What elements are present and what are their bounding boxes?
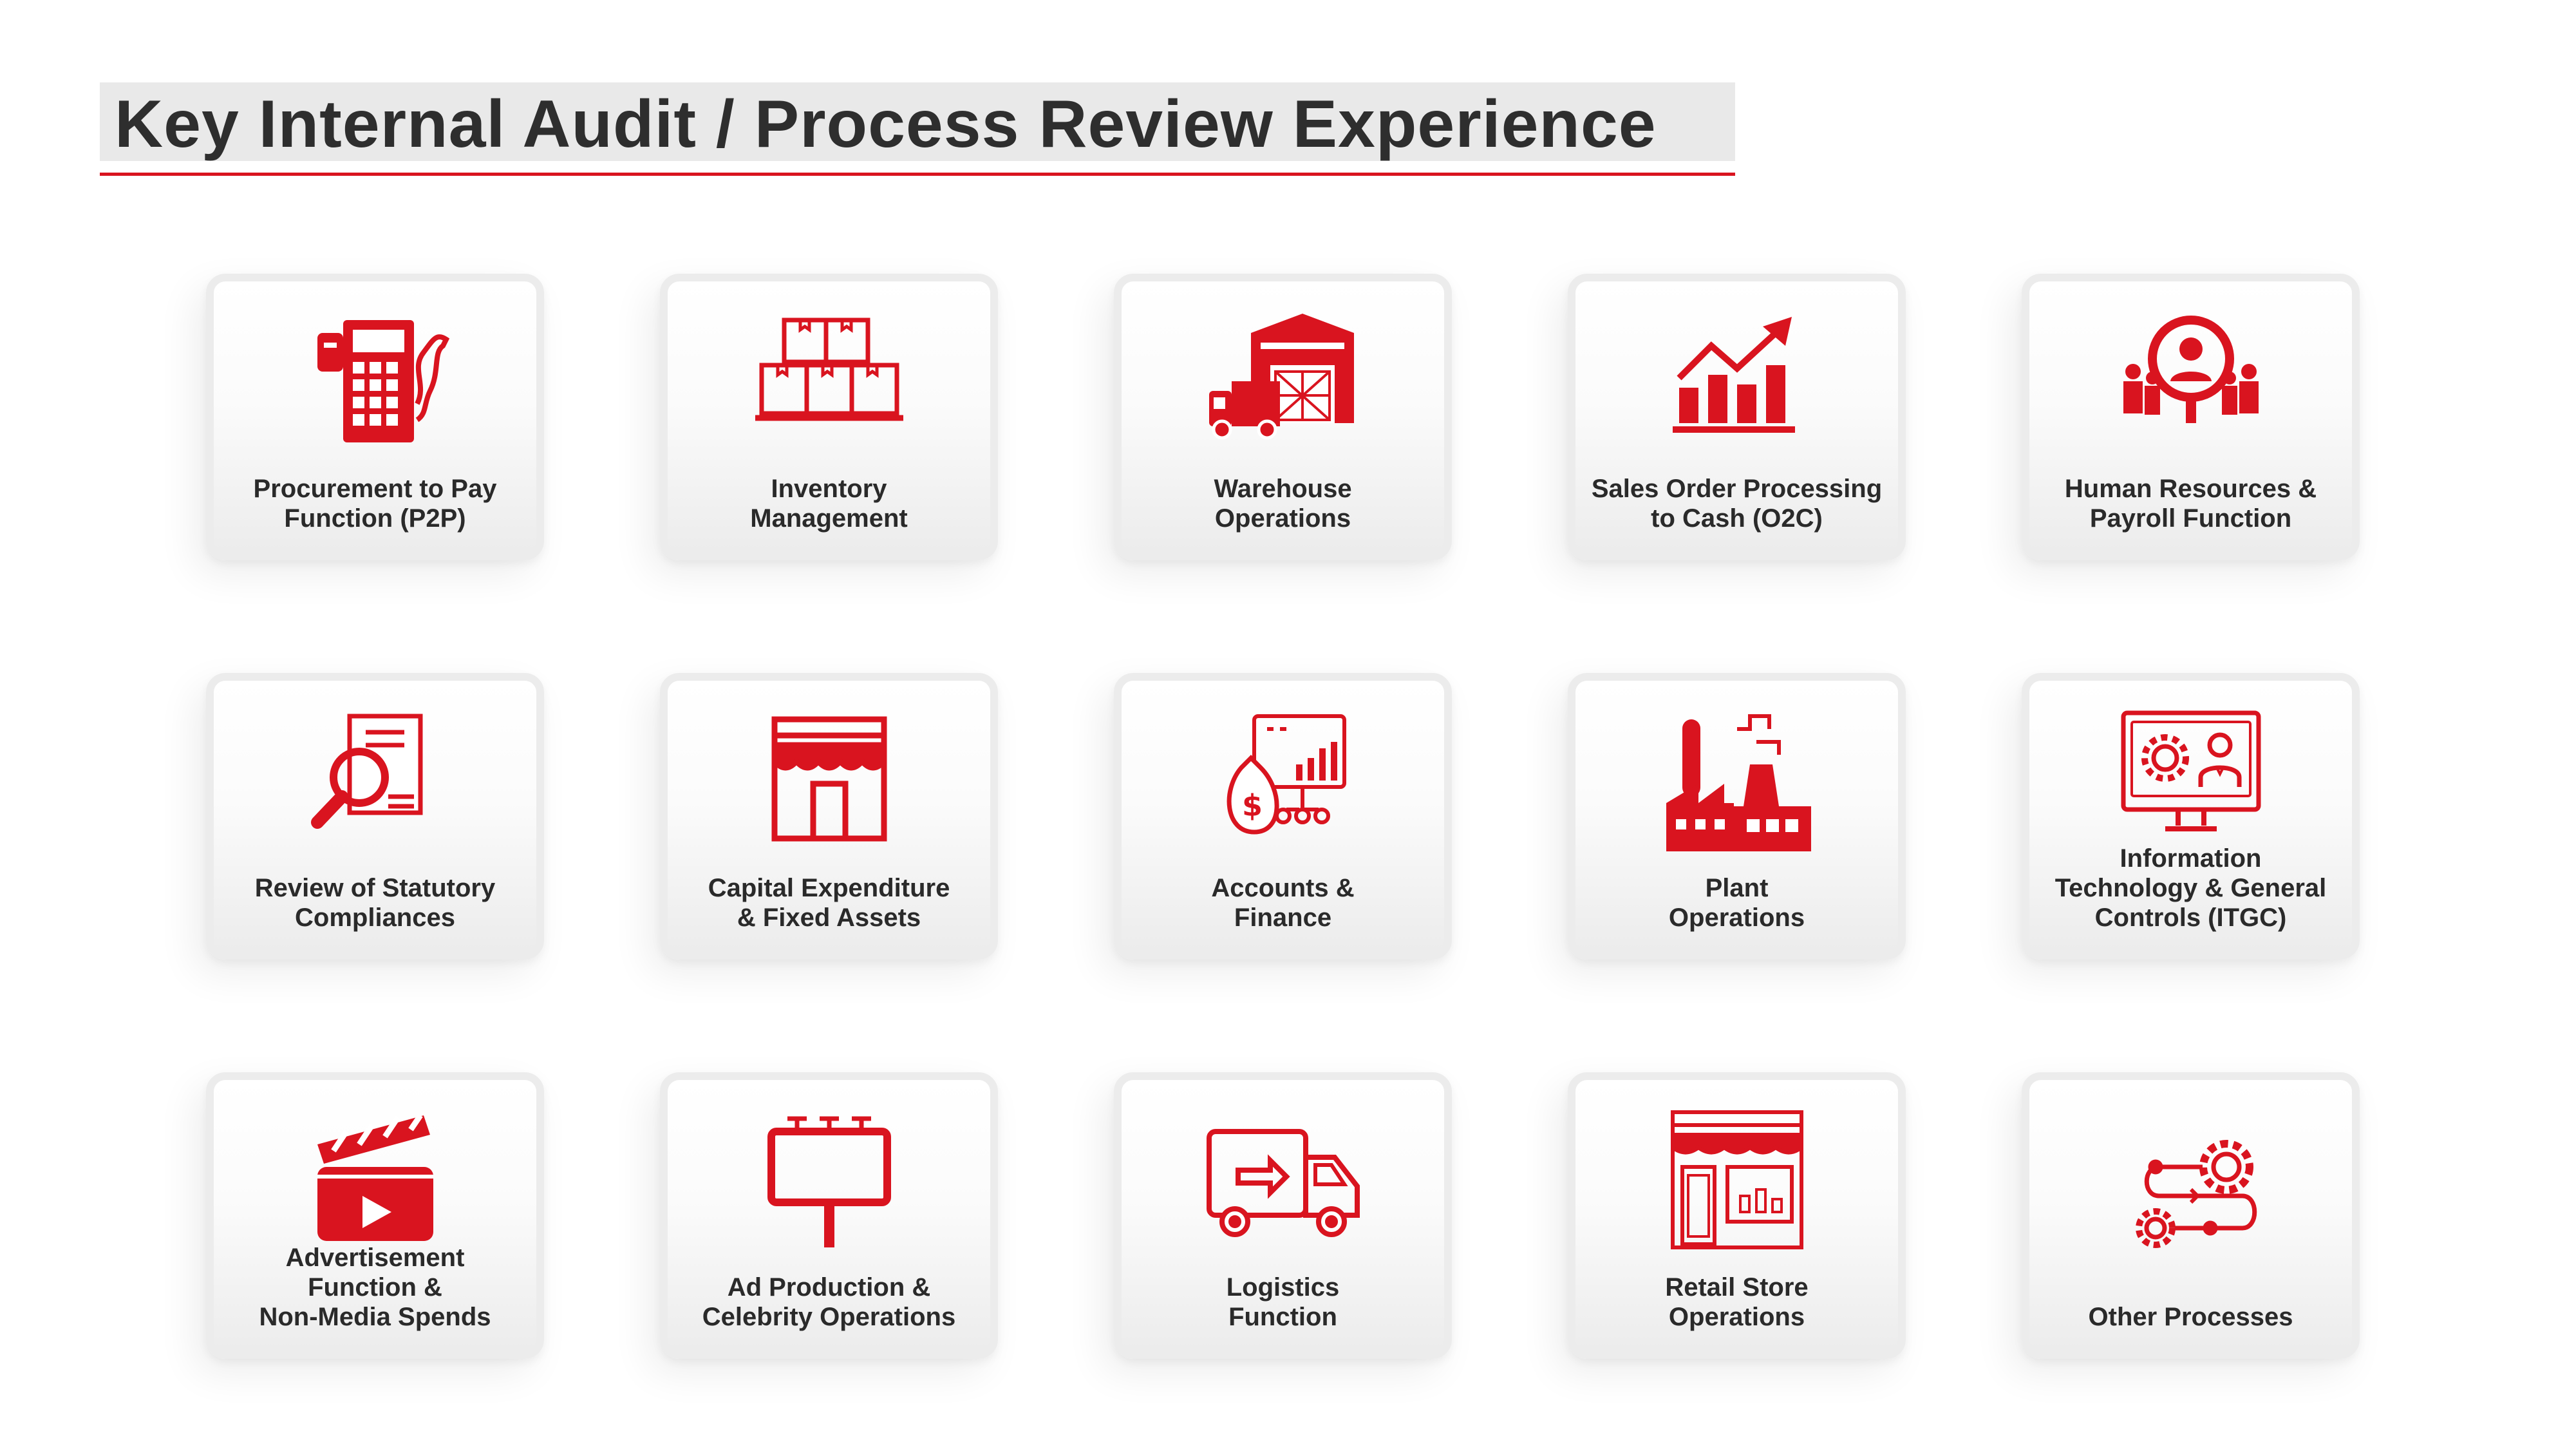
card-label: Sales Order Processing to Cash (O2C): [1591, 475, 1883, 533]
card-statutory-compliances[interactable]: Review of Statutory Compliances: [206, 673, 544, 960]
retail-store-icon: [1660, 1106, 1814, 1254]
stacked-boxes-icon: [752, 307, 907, 455]
delivery-truck-icon: [1206, 1106, 1360, 1254]
card-sales-order-to-cash[interactable]: Sales Order Processing to Cash (O2C): [1568, 274, 1906, 560]
card-label: Procurement to Pay Function (P2P): [253, 475, 497, 533]
card-label: Plant Operations: [1668, 874, 1805, 932]
card-procurement-to-pay[interactable]: Procurement to Pay Function (P2P): [206, 274, 544, 560]
card-label: Ad Production & Celebrity Operations: [702, 1273, 956, 1331]
calculator-receipt-icon: [298, 307, 453, 455]
factory-icon: [1660, 706, 1814, 855]
title-band: [100, 82, 1735, 161]
people-search-icon: [2114, 307, 2268, 455]
clapperboard-icon: [298, 1106, 453, 1254]
card-inventory-management[interactable]: Inventory Management: [660, 274, 998, 560]
card-retail-store-operations[interactable]: Retail Store Operations: [1568, 1072, 1906, 1359]
growth-chart-icon: [1660, 307, 1814, 455]
billboard-icon: [752, 1106, 907, 1254]
process-gears-icon: [2114, 1106, 2268, 1254]
card-advertisement-function[interactable]: Advertisement Function & Non-Media Spend…: [206, 1072, 544, 1359]
card-label: Warehouse Operations: [1214, 475, 1352, 533]
title-underline: [100, 173, 1735, 176]
storefront-icon: [752, 706, 907, 855]
money-bag-chart-icon: $: [1206, 706, 1360, 855]
page-title: Key Internal Audit / Process Review Expe…: [115, 87, 1657, 162]
card-capital-expenditure[interactable]: Capital Expenditure & Fixed Assets: [660, 673, 998, 960]
card-warehouse-operations[interactable]: Warehouse Operations: [1114, 274, 1452, 560]
card-accounts-finance[interactable]: $ Accounts & Finance: [1114, 673, 1452, 960]
card-label: Advertisement Function & Non-Media Spend…: [259, 1244, 491, 1331]
card-label: Capital Expenditure & Fixed Assets: [708, 874, 950, 932]
card-label: Logistics Function: [1226, 1273, 1340, 1331]
card-human-resources-payroll[interactable]: Human Resources & Payroll Function: [2022, 274, 2360, 560]
card-label: Information Technology & General Control…: [2054, 844, 2327, 932]
card-ad-production-celebrity[interactable]: Ad Production & Celebrity Operations: [660, 1072, 998, 1359]
card-label: Review of Statutory Compliances: [254, 874, 496, 932]
monitor-gear-user-icon: [2114, 706, 2268, 855]
card-other-processes[interactable]: Other Processes: [2022, 1072, 2360, 1359]
card-logistics-function[interactable]: Logistics Function: [1114, 1072, 1452, 1359]
card-label: Accounts & Finance: [1211, 874, 1355, 932]
card-label: Inventory Management: [750, 475, 908, 533]
document-magnifier-icon: [298, 706, 453, 855]
card-label: Human Resources & Payroll Function: [2064, 475, 2317, 533]
card-itgc[interactable]: Information Technology & General Control…: [2022, 673, 2360, 960]
svg-text:$: $: [1241, 788, 1262, 823]
card-label: Retail Store Operations: [1665, 1273, 1809, 1331]
card-plant-operations[interactable]: Plant Operations: [1568, 673, 1906, 960]
card-label: Other Processes: [2088, 1303, 2293, 1331]
warehouse-truck-icon: [1206, 307, 1360, 455]
